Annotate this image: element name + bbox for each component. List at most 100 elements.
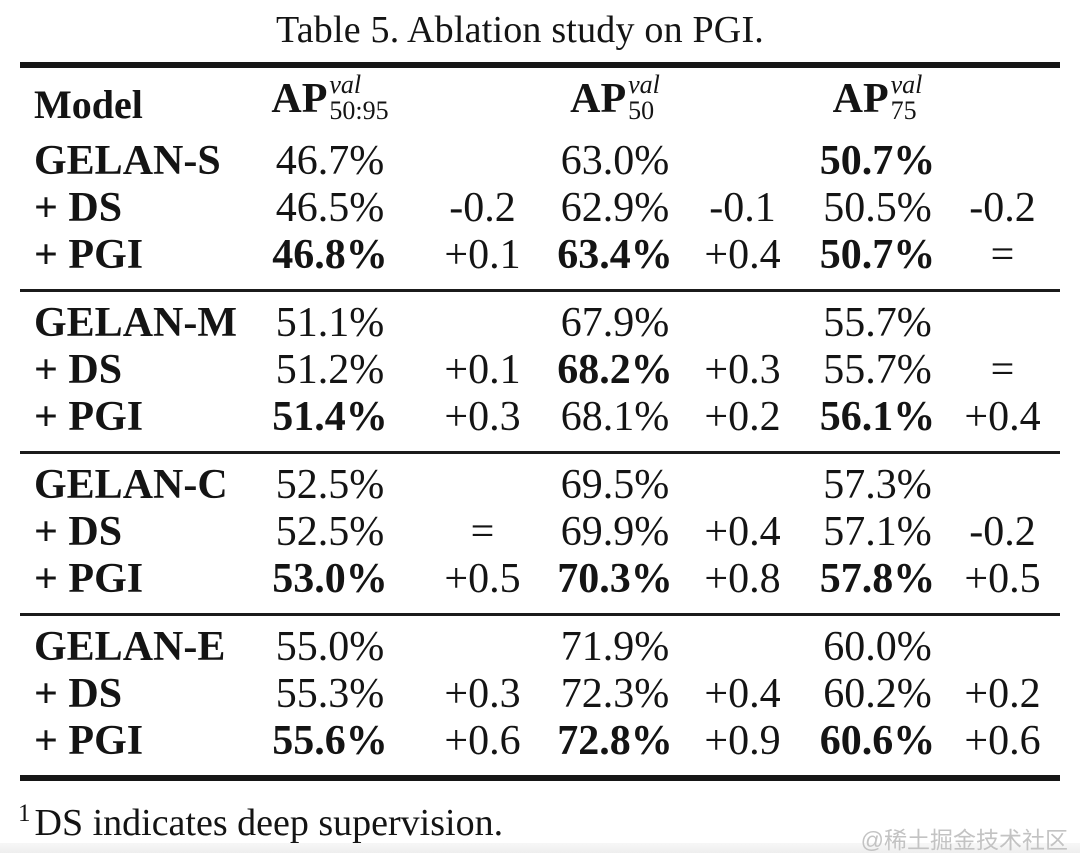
bottom-strip xyxy=(0,843,1080,853)
column-header-ap-50-95: AP val 50:95 xyxy=(250,72,410,130)
table-row-gelan-c-pgi: + PGI 53.0% +0.5 70.3% +0.8 57.8% +0.5 xyxy=(20,556,1060,603)
ap50-value: 72.3% xyxy=(560,671,670,717)
table-caption: Table 5. Ablation study on PGI. xyxy=(275,9,764,51)
ap5095-delta: +0.3 xyxy=(444,671,521,717)
table-bottom-rule xyxy=(20,775,1060,781)
ap50-delta: +0.2 xyxy=(704,394,781,440)
table-row-gelan-c: GELAN-C 52.5% 69.5% 57.3% xyxy=(20,462,1060,509)
block-separator-rule xyxy=(20,613,1060,616)
model-name: + PGI xyxy=(34,556,144,602)
table-row-gelan-s-ds: + DS 46.5% -0.2 62.9% -0.1 50.5% -0.2 xyxy=(20,185,1060,232)
ap50-value: 68.2% xyxy=(557,347,673,393)
table-row-gelan-e: GELAN-E 55.0% 71.9% 60.0% xyxy=(20,624,1060,671)
ap5095-value: 55.6% xyxy=(272,718,388,764)
table-block-gelan-s: Model AP val 50:95 AP val 50 AP val 75 GELAN-S… xyxy=(20,68,1060,289)
model-name: GELAN-S xyxy=(34,138,221,184)
footnote-marker: 1 xyxy=(18,800,31,827)
ap5095-value: 52.5% xyxy=(275,509,385,555)
ap-label: AP xyxy=(570,76,627,122)
ap75-value: 60.6% xyxy=(819,718,936,764)
ap50-value: 68.1% xyxy=(560,394,670,440)
ap5095-value: 46.8% xyxy=(272,232,388,278)
table-header-row: Model AP val 50:95 AP val 50 AP val 75 xyxy=(20,72,1060,136)
ap50-value: 72.8% xyxy=(557,718,673,764)
column-header-ap-75: AP val 75 xyxy=(810,72,945,130)
table-row-gelan-m-pgi: + PGI 51.4% +0.3 68.1% +0.2 56.1% +0.4 xyxy=(20,394,1060,441)
ap-superscript: val xyxy=(628,70,660,99)
ap-subscript-75: 75 xyxy=(890,96,917,125)
ap5095-delta: = xyxy=(470,509,495,555)
ap75-delta: +0.4 xyxy=(964,394,1041,440)
ap75-delta: +0.2 xyxy=(964,671,1041,717)
ap75-value: 60.0% xyxy=(823,624,932,670)
ap5095-delta: +0.6 xyxy=(444,718,521,764)
ap5095-delta: -0.2 xyxy=(449,185,516,231)
ap50-delta: +0.4 xyxy=(704,671,781,717)
ap50-value: 67.9% xyxy=(560,300,670,346)
model-name: GELAN-E xyxy=(34,624,226,670)
table-block-gelan-m: GELAN-M 51.1% 67.9% 55.7% + DS 51.2% +0.… xyxy=(20,292,1060,451)
column-header-model: Model xyxy=(34,81,143,127)
ap75-value: 57.8% xyxy=(819,556,936,602)
model-name: GELAN-M xyxy=(34,300,237,346)
ap-superscript: val xyxy=(329,70,362,99)
ap5095-delta: +0.5 xyxy=(444,556,521,602)
model-name: + PGI xyxy=(34,394,144,440)
ap50-value: 69.5% xyxy=(560,462,670,508)
ap5095-value: 51.2% xyxy=(275,347,385,393)
ap75-value: 60.2% xyxy=(823,671,932,717)
watermark-text: @稀土掘金技术社区 xyxy=(860,827,1068,853)
table-block-gelan-c: GELAN-C 52.5% 69.5% 57.3% + DS 52.5% = 6… xyxy=(20,454,1060,613)
ap75-value: 50.7% xyxy=(819,232,936,278)
model-name: + DS xyxy=(34,671,123,717)
ap-subscript-50-95: 50:95 xyxy=(329,96,389,125)
model-name: GELAN-C xyxy=(34,462,228,508)
ap75-value: 57.1% xyxy=(823,509,932,555)
table-footnote: 1 DS indicates deep supervision. xyxy=(18,791,1080,846)
ap50-delta: +0.3 xyxy=(704,347,781,393)
ap5095-value: 46.7% xyxy=(275,138,385,184)
table-row-gelan-m: GELAN-M 51.1% 67.9% 55.7% xyxy=(20,300,1060,347)
ap50-delta: +0.8 xyxy=(704,556,781,602)
ap50-value: 62.9% xyxy=(560,185,670,231)
ap50-delta: +0.4 xyxy=(704,509,781,555)
ap-superscript: val xyxy=(890,70,923,99)
table-block-gelan-e: GELAN-E 55.0% 71.9% 60.0% + DS 55.3% +0.… xyxy=(20,616,1060,775)
table-top-rule xyxy=(20,62,1060,68)
ap75-value: 50.5% xyxy=(823,185,932,231)
ap50-value: 63.4% xyxy=(557,232,673,278)
model-name: + DS xyxy=(34,509,123,555)
ap-label: AP xyxy=(271,76,328,122)
ablation-table: Model AP val 50:95 AP val 50 AP val 75 GELAN-S… xyxy=(20,62,1060,781)
model-name: + PGI xyxy=(34,232,144,278)
ap75-value: 57.3% xyxy=(823,462,932,508)
ap-label: AP xyxy=(832,76,889,122)
ap75-value: 55.7% xyxy=(823,300,932,346)
ap5095-value: 51.4% xyxy=(272,394,388,440)
ap75-delta: -0.2 xyxy=(969,509,1036,555)
ap50-delta: +0.9 xyxy=(704,718,781,764)
ap-subscript-50: 50 xyxy=(628,96,655,125)
ap50-value: 69.9% xyxy=(560,509,670,555)
footnote-text: DS indicates deep supervision. xyxy=(34,802,504,844)
table-row-gelan-m-ds: + DS 51.2% +0.1 68.2% +0.3 55.7% = xyxy=(20,347,1060,394)
ap5095-value: 46.5% xyxy=(275,185,385,231)
column-header-ap-50: AP val 50 xyxy=(555,72,675,130)
ap5095-value: 52.5% xyxy=(275,462,385,508)
ap5095-value: 55.0% xyxy=(275,624,385,670)
table-row-gelan-s-pgi: + PGI 46.8% +0.1 63.4% +0.4 50.7% = xyxy=(20,232,1060,279)
ap75-delta: = xyxy=(990,232,1015,278)
ap5095-value: 53.0% xyxy=(272,556,388,602)
block-separator-rule xyxy=(20,451,1060,454)
ap75-delta: +0.6 xyxy=(964,718,1041,764)
ap5095-value: 55.3% xyxy=(275,671,385,717)
model-name: + PGI xyxy=(34,718,144,764)
block-separator-rule xyxy=(20,289,1060,292)
model-name: + DS xyxy=(34,185,123,231)
table-row-gelan-e-ds: + DS 55.3% +0.3 72.3% +0.4 60.2% +0.2 xyxy=(20,671,1060,718)
ap50-delta: -0.1 xyxy=(709,185,776,231)
table-row-gelan-e-pgi: + PGI 55.6% +0.6 72.8% +0.9 60.6% +0.6 xyxy=(20,718,1060,765)
table-row-gelan-s: GELAN-S 46.7% 63.0% 50.7% xyxy=(20,138,1060,185)
table-row-gelan-c-ds: + DS 52.5% = 69.9% +0.4 57.1% -0.2 xyxy=(20,509,1060,556)
ap75-delta: +0.5 xyxy=(964,556,1041,602)
